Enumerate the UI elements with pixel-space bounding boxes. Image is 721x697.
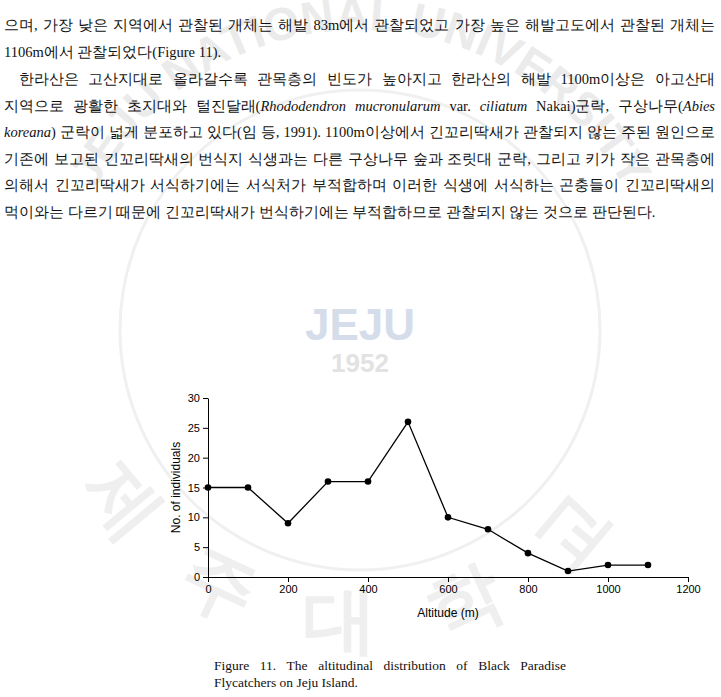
tick-mark <box>203 458 208 459</box>
tick-label: 0 <box>205 583 211 595</box>
tick-mark <box>608 577 609 582</box>
tick-label: 600 <box>439 583 457 595</box>
tick: 600 <box>439 577 457 595</box>
tick-label: 5 <box>194 541 200 553</box>
tick: 1000 <box>596 577 620 595</box>
tick: 10 <box>188 511 208 523</box>
data-line <box>208 422 648 571</box>
tick: 800 <box>519 577 537 595</box>
text-run: Rhododendron mucronularum <box>260 98 440 114</box>
tick-label: 30 <box>188 392 200 404</box>
tick-mark <box>208 577 209 582</box>
tick-mark <box>368 577 369 582</box>
tick: 25 <box>188 422 208 434</box>
tick: 400 <box>359 577 377 595</box>
paragraph: 으며, 가장 낮은 지역에서 관찰된 개체는 해발 83m에서 관찰되었고 가장… <box>4 12 715 65</box>
plot <box>205 419 652 575</box>
tick-mark <box>203 547 208 548</box>
data-point <box>205 484 212 491</box>
watermark-text: 제주대학교 <box>67 443 651 662</box>
tick-label: 1000 <box>596 583 620 595</box>
tick: 20 <box>188 452 208 464</box>
data-point <box>405 419 412 426</box>
tick-label: 1200 <box>676 583 700 595</box>
text-run: Nakai)군락, 구상나무( <box>527 98 683 114</box>
tick: 200 <box>279 577 297 595</box>
tick-label: 400 <box>359 583 377 595</box>
chart: 0 200 400 600 800 1000 1200 0 5 10 15 20 25 30 Altitud… <box>169 392 701 620</box>
data-point <box>565 568 572 575</box>
watermark-text: 1952 <box>331 348 389 378</box>
data-point <box>445 514 452 521</box>
tick-mark <box>203 398 208 399</box>
tick-mark <box>448 577 449 582</box>
tick: 1200 <box>676 577 700 595</box>
tick-mark <box>528 577 529 582</box>
tick: 0 <box>194 571 208 583</box>
tick-mark <box>203 428 208 429</box>
tick-mark <box>288 577 289 582</box>
tick: 5 <box>194 541 208 553</box>
text-run: var. <box>441 98 480 114</box>
x-axis-title: Altitude (m) <box>417 606 478 620</box>
data-point <box>245 484 252 491</box>
tick-label: 20 <box>188 452 200 464</box>
tick-mark <box>203 517 208 518</box>
tick-label: 800 <box>519 583 537 595</box>
x-axis: 0 200 400 600 800 1000 1200 <box>205 577 700 595</box>
text-run: 으며, 가장 낮은 지역에서 관찰된 개체는 해발 83m에서 관찰되었고 가장… <box>4 17 715 60</box>
paragraph: 한라산은 고산지대로 올라갈수록 관목층의 빈도가 높아지고 한라산의 해발 1… <box>4 66 715 225</box>
tick-label: 200 <box>279 583 297 595</box>
watermark-text: JEJU <box>305 300 415 349</box>
figure-caption: Figure 11. The altitudinal distribution … <box>214 657 566 691</box>
data-point <box>365 478 372 485</box>
y-axis-title: No. of individuals <box>169 442 183 533</box>
data-point <box>645 562 652 569</box>
tick-mark <box>688 577 689 582</box>
tick-label: 0 <box>194 571 200 583</box>
tick-label: 25 <box>188 422 200 434</box>
text-run: ) 군락이 넓게 분포하고 있다(임 등, 1991). 1100m이상에서 긴… <box>4 124 715 220</box>
data-point <box>605 562 612 569</box>
tick: 0 <box>205 577 211 595</box>
tick-label: 10 <box>188 511 200 523</box>
data-point <box>285 520 292 527</box>
data-point <box>525 550 532 557</box>
data-point <box>325 478 332 485</box>
tick-mark <box>203 577 208 578</box>
text-run: ciliatum <box>480 98 528 114</box>
tick: 30 <box>188 392 208 404</box>
data-point <box>485 526 492 533</box>
tick-label: 15 <box>188 482 200 494</box>
